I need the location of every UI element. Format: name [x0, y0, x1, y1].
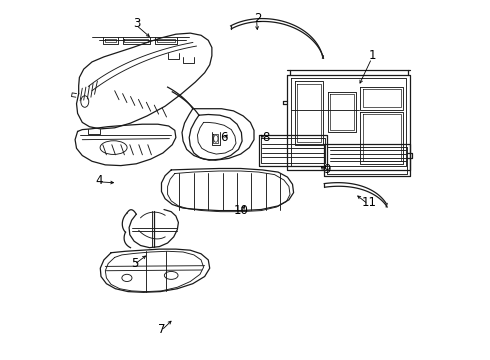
Text: 5: 5	[131, 257, 139, 270]
Text: 4: 4	[96, 174, 103, 186]
Text: 2: 2	[254, 12, 261, 24]
Text: 10: 10	[234, 204, 249, 217]
Text: 6: 6	[220, 131, 227, 144]
Text: 11: 11	[362, 196, 377, 209]
Text: 8: 8	[262, 131, 270, 144]
Text: 3: 3	[133, 17, 141, 30]
Text: 7: 7	[158, 323, 166, 336]
Text: 9: 9	[323, 163, 331, 176]
Text: 1: 1	[369, 49, 376, 62]
